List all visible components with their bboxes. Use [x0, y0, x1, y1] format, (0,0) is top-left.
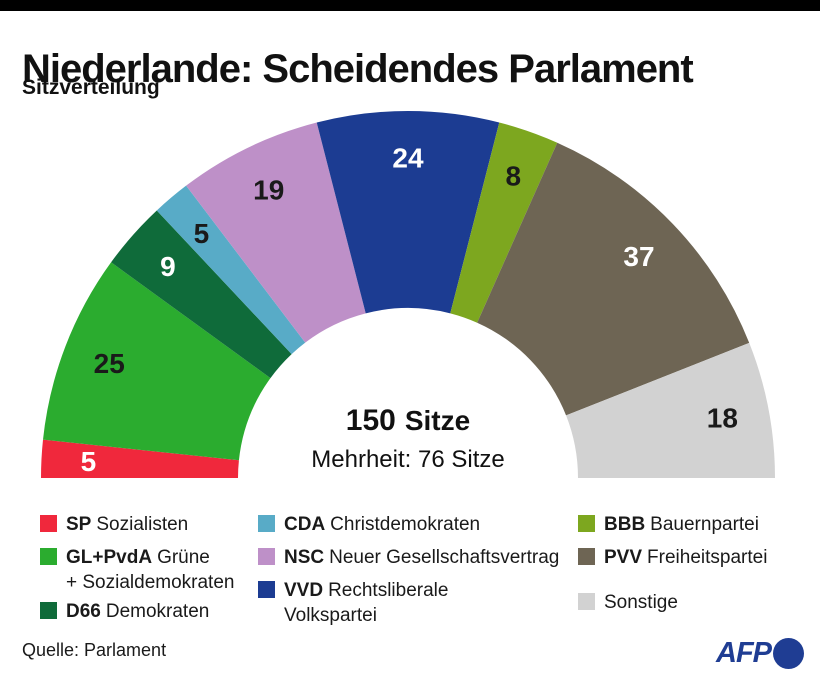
segment-label-D66: 9: [160, 251, 176, 282]
total-seats-suffix: Sitze: [404, 405, 471, 436]
legend-swatch-sonstige: [578, 593, 595, 610]
segment-GL+PvdA: [43, 262, 271, 461]
legend-name: Grüne: [157, 547, 210, 568]
segment-label-PVV: 37: [623, 241, 654, 272]
legend-name: Bauernpartei: [650, 514, 759, 535]
afp-logo: AFP: [716, 637, 804, 670]
segment-label-CDA: 5: [194, 218, 210, 249]
legend-column-1: SP Sozialisten GL+PvdA Grüne + Sozialdemokr…: [40, 512, 255, 632]
legend-swatch-nsc: [258, 548, 275, 565]
top-black-bar: [0, 0, 820, 11]
total-seats-value: 150: [345, 404, 396, 437]
legend-column-2: CDA Christdemokraten NSC Neuer Gesellschaf…: [258, 512, 573, 636]
legend-name: Freiheitspartei: [647, 547, 768, 568]
segment-label-SP: 5: [81, 446, 97, 477]
page-title: Niederlande: Scheidendes Parlament: [22, 46, 694, 91]
legend-item-sonstige: Sonstige: [578, 590, 813, 615]
segment-label-NSC: 19: [253, 174, 284, 205]
segment-PVV: [477, 142, 750, 416]
segment-D66: [111, 210, 292, 379]
legend-name: Christdemokraten: [330, 514, 481, 535]
legend-abbr: D66: [66, 601, 101, 622]
legend-swatch-d66: [40, 602, 57, 619]
legend-swatch-bbb: [578, 515, 595, 532]
segment-label-BBB: 8: [505, 160, 521, 191]
segment-label-VVD: 24: [392, 143, 424, 174]
legend-item-nsc: NSC Neuer Gesellschaftsvertrag: [258, 545, 573, 570]
legend-swatch-pvv: [578, 548, 595, 565]
legend-name: Sozialisten: [96, 514, 189, 535]
segment-Sonstige: [566, 342, 775, 478]
afp-logo-circle-icon: [773, 638, 804, 669]
segment-label-Sonstige: 18: [707, 403, 738, 434]
legend-name: Demokraten: [105, 601, 210, 622]
legend-item-sp: SP Sozialisten: [40, 512, 255, 537]
legend-column-3: BBB Bauernpartei PVV Freiheitspartei Sonst…: [578, 512, 813, 623]
segment-CDA: [156, 185, 306, 355]
legend-item-glpvda: GL+PvdA Grüne + Sozialdemokraten: [40, 545, 255, 595]
chart-subtitle: Sitzverteilung: [22, 76, 160, 99]
legend-name: Neuer Gesellschaftsvertrag: [329, 547, 560, 568]
segment-BBB: [450, 122, 558, 323]
legend-swatch-sp: [40, 515, 57, 532]
legend-abbr: CDA: [284, 514, 326, 535]
source-credit: Quelle: Parlament: [22, 640, 167, 660]
legend-swatch-vvd: [258, 581, 275, 598]
segment-SP: [41, 439, 239, 478]
legend-item-bbb: BBB Bauernpartei: [578, 512, 813, 537]
legend-abbr: VVD: [284, 580, 324, 601]
legend-name-line2: Volkspartei: [284, 605, 377, 626]
legend-name: Sonstige: [604, 592, 678, 613]
legend-item-pvv: PVV Freiheitspartei: [578, 545, 813, 570]
segment-label-GL+PvdA: 25: [94, 348, 125, 379]
legend-name: Rechtsliberale: [328, 580, 449, 601]
legend-swatch-cda: [258, 515, 275, 532]
legend-name-line2: + Sozialdemokraten: [66, 572, 235, 593]
legend-item-vvd: VVD Rechtsliberale Volkspartei: [258, 578, 573, 628]
total-seats-label: 150 Sitze: [208, 404, 608, 438]
afp-logo-text: AFP: [716, 637, 772, 669]
legend-abbr: NSC: [284, 547, 325, 568]
legend-abbr: BBB: [604, 514, 646, 535]
legend-item-d66: D66 Demokraten: [40, 599, 255, 624]
segment-VVD: [316, 110, 500, 314]
legend-swatch-glpvda: [40, 548, 57, 565]
segment-NSC: [186, 122, 366, 343]
legend-abbr: GL+PvdA: [66, 547, 153, 568]
legend-abbr: PVV: [604, 547, 643, 568]
majority-label: Mehrheit: 76 Sitze: [311, 446, 505, 473]
legend-item-cda: CDA Christdemokraten: [258, 512, 573, 537]
legend-abbr: SP: [66, 514, 92, 535]
